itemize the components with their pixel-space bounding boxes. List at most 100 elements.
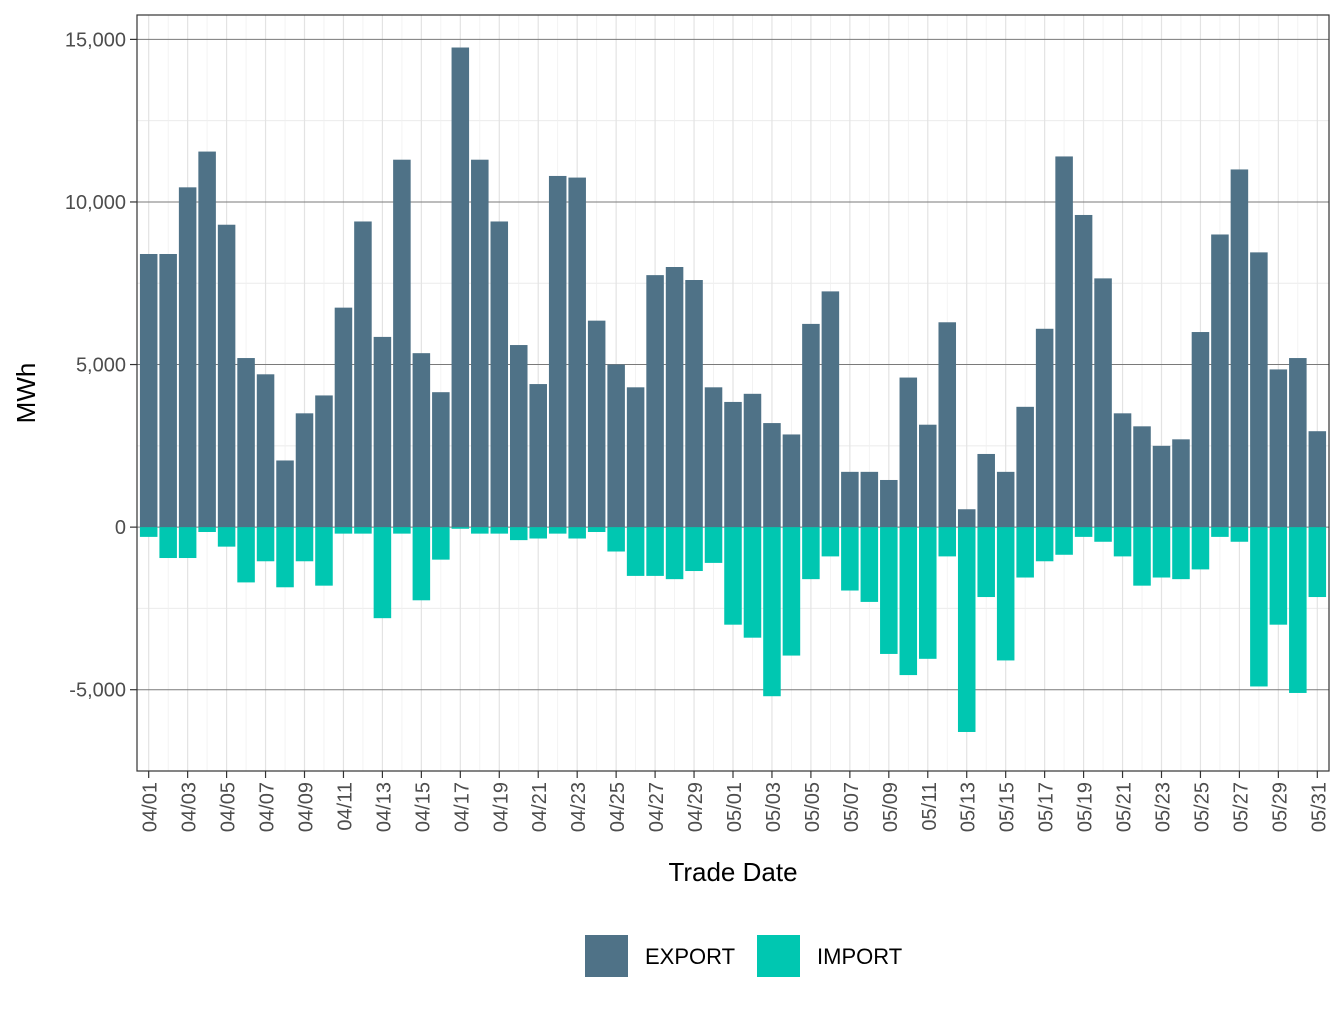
bar-import xyxy=(509,527,528,541)
bar-export xyxy=(782,434,801,528)
bar-export xyxy=(763,423,781,528)
x-tick-label: 05/07 xyxy=(841,782,863,832)
bar-export xyxy=(607,364,625,528)
bar-import xyxy=(646,527,664,576)
x-tick-label: 05/29 xyxy=(1269,782,1291,832)
bar-export xyxy=(1289,358,1307,528)
bar-import xyxy=(1152,527,1171,578)
bar-export xyxy=(1230,169,1249,528)
bar-import xyxy=(568,527,586,539)
x-tick-label: 04/19 xyxy=(490,782,512,832)
bar-import xyxy=(1308,527,1327,598)
bar-import xyxy=(821,527,840,557)
y-tick-label: 10,000 xyxy=(65,192,126,214)
bar-export xyxy=(996,471,1015,528)
bar-export xyxy=(548,175,567,528)
bar-export xyxy=(1016,406,1034,528)
x-tick-label: 04/09 xyxy=(296,782,318,832)
bar-export xyxy=(977,453,995,528)
bar-export xyxy=(529,384,547,528)
bar-export xyxy=(1152,445,1171,528)
bar-export xyxy=(665,267,684,528)
bar-export xyxy=(1172,439,1190,528)
bar-import xyxy=(919,527,937,659)
bar-export xyxy=(860,471,879,528)
y-tick-label: 0 xyxy=(115,517,126,539)
bar-import xyxy=(295,527,314,562)
bar-export xyxy=(957,509,976,528)
bar-import xyxy=(899,527,918,676)
x-tick-label: 05/15 xyxy=(997,782,1019,832)
bar-import xyxy=(1172,527,1190,580)
bar-export xyxy=(509,345,528,528)
y-tick-label: 5,000 xyxy=(76,355,126,377)
bar-export xyxy=(139,253,158,528)
bar-export xyxy=(646,275,664,528)
bar-export xyxy=(724,401,742,528)
bar-export xyxy=(841,471,859,528)
bar-export xyxy=(802,323,820,528)
bar-import xyxy=(626,527,645,576)
legend: EXPORT IMPORT xyxy=(585,935,902,977)
bar-import xyxy=(724,527,742,625)
bar-export xyxy=(159,253,177,528)
bar-export xyxy=(412,353,431,528)
x-tick-label: 04/21 xyxy=(529,782,551,832)
bar-import xyxy=(782,527,801,656)
bar-import xyxy=(1289,527,1307,693)
bar-export xyxy=(704,387,723,528)
grid xyxy=(137,15,1329,771)
bar-import xyxy=(957,527,976,732)
bar-import xyxy=(587,527,606,533)
x-tick-label: 05/11 xyxy=(919,782,941,831)
bar-import xyxy=(471,527,489,534)
bar-import xyxy=(159,527,177,559)
x-tick-label: 05/13 xyxy=(958,782,980,832)
y-tick-label: -5,000 xyxy=(69,680,126,702)
bar-export xyxy=(685,280,703,528)
x-tick-label: 05/23 xyxy=(1152,782,1174,832)
bar-import xyxy=(880,527,898,654)
bar-import xyxy=(704,527,723,563)
bar-export xyxy=(334,307,353,528)
bar-import xyxy=(139,527,158,537)
bar-import xyxy=(393,527,411,534)
axes: -5,000 0 5,000 10,000 15,000 04/01 04/03 04/05 0… xyxy=(65,29,1330,832)
bar-import xyxy=(451,527,470,529)
x-tick-label: 05/17 xyxy=(1036,782,1058,832)
bar-import xyxy=(1250,527,1268,687)
bar-export xyxy=(821,291,840,528)
bar-import xyxy=(432,527,450,560)
bar-export xyxy=(373,336,392,528)
x-tick-label: 05/01 xyxy=(724,782,746,832)
bar-import xyxy=(996,527,1015,661)
x-tick-label: 04/29 xyxy=(685,782,707,832)
x-tick-label: 05/19 xyxy=(1075,782,1097,832)
bar-export xyxy=(568,177,586,528)
bar-import xyxy=(315,527,333,586)
bar-import xyxy=(841,527,859,591)
bar-export xyxy=(295,413,314,528)
bar-export xyxy=(471,159,489,528)
bar-import xyxy=(217,527,236,547)
bar-export xyxy=(919,424,937,528)
bar-import xyxy=(178,527,197,559)
bar-export xyxy=(880,479,898,528)
bar-import xyxy=(1094,527,1112,542)
bar-import xyxy=(1035,527,1054,562)
x-tick-label: 04/07 xyxy=(257,782,279,832)
bar-export xyxy=(1035,328,1054,528)
bar-import xyxy=(373,527,392,619)
bars xyxy=(139,47,1327,732)
bar-import xyxy=(354,527,372,534)
bar-export xyxy=(1133,426,1151,528)
bar-export xyxy=(315,395,333,528)
bar-export xyxy=(490,221,509,528)
legend-label-import: IMPORT xyxy=(817,944,902,969)
x-tick-label: 04/03 xyxy=(179,782,201,832)
bar-import xyxy=(1211,527,1229,537)
bar-export xyxy=(178,187,197,528)
x-tick-label: 04/13 xyxy=(373,782,395,832)
bar-export xyxy=(1211,234,1229,528)
